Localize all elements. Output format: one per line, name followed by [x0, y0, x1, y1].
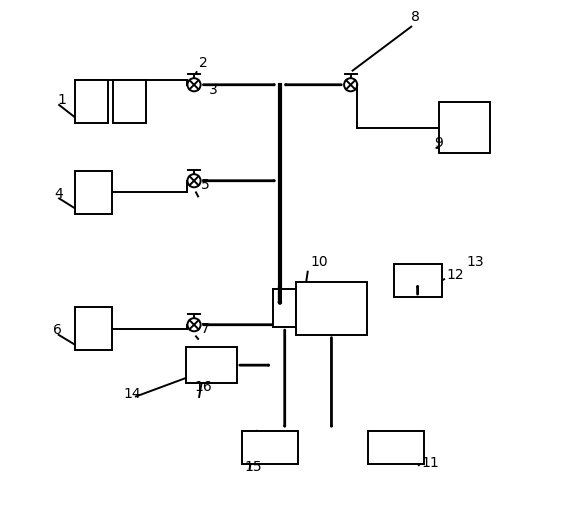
- FancyBboxPatch shape: [113, 80, 146, 122]
- FancyBboxPatch shape: [75, 171, 112, 213]
- Text: 9: 9: [434, 137, 443, 150]
- FancyBboxPatch shape: [186, 347, 237, 383]
- FancyBboxPatch shape: [439, 103, 489, 153]
- FancyBboxPatch shape: [394, 264, 442, 297]
- Text: 6: 6: [53, 324, 62, 337]
- FancyBboxPatch shape: [273, 290, 296, 327]
- Text: 10: 10: [310, 255, 328, 269]
- FancyBboxPatch shape: [369, 431, 424, 464]
- Text: 16: 16: [194, 380, 212, 394]
- FancyBboxPatch shape: [242, 431, 298, 464]
- Text: 12: 12: [447, 268, 464, 282]
- Text: 13: 13: [467, 255, 485, 269]
- FancyBboxPatch shape: [296, 282, 367, 335]
- FancyBboxPatch shape: [75, 80, 108, 122]
- Text: 11: 11: [421, 456, 439, 470]
- Text: 15: 15: [244, 460, 262, 474]
- Text: 3: 3: [209, 83, 218, 98]
- Text: 14: 14: [123, 387, 141, 400]
- FancyBboxPatch shape: [75, 307, 112, 350]
- Text: 4: 4: [54, 187, 63, 201]
- Text: 1: 1: [58, 93, 67, 108]
- Text: 7: 7: [201, 323, 209, 336]
- Text: 8: 8: [411, 10, 420, 24]
- Text: 5: 5: [201, 178, 209, 193]
- Text: 2: 2: [199, 55, 208, 70]
